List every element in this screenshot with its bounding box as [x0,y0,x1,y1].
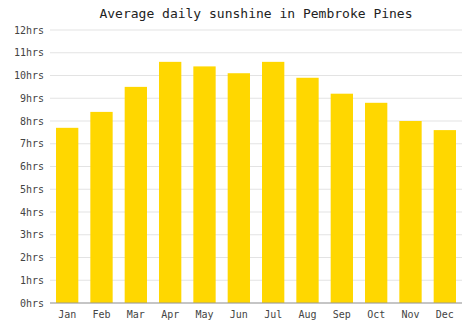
x-tick-label: Jan [58,309,76,320]
x-axis-line [50,303,462,304]
bar [331,94,353,303]
x-tick-label: Feb [92,309,110,320]
bar [125,87,147,303]
x-tick-label: Sep [333,309,351,320]
x-tick-label: Apr [161,309,179,320]
y-tick-label: 11hrs [14,47,44,58]
x-tick-label: Nov [401,309,419,320]
y-axis: 0hrs 1hrs 2hrs 3hrs 4hrs 5hrs 6hrs 7hrs 8hrs 9hrs… [14,25,44,309]
x-tick-label: Oct [367,309,385,320]
grid [50,30,462,303]
y-tick-label: 5hrs [20,184,44,195]
x-tick-label: Mar [127,309,145,320]
x-tick-label: Dec [436,309,454,320]
bar [90,112,112,303]
x-axis: Jan Feb Mar Apr May Jun Jul Aug Sep Oct Nov Dec [58,309,454,320]
x-tick-label: Jul [264,309,282,320]
grid-line [50,98,462,99]
y-tick-label: 12hrs [14,25,44,36]
bar [434,130,456,303]
y-tick-label: 7hrs [20,138,44,149]
y-tick-label: 1hrs [20,275,44,286]
grid-line [50,303,462,304]
bar [365,103,387,303]
y-tick-label: 10hrs [14,70,44,81]
grid-line [50,30,462,31]
grid-line [50,75,462,76]
y-tick-label: 8hrs [20,116,44,127]
bar [399,121,421,303]
y-tick-label: 3hrs [20,229,44,240]
y-tick-label: 9hrs [20,93,44,104]
bar [296,78,318,303]
y-tick-label: 4hrs [20,207,44,218]
bar [159,62,181,303]
bar [228,73,250,303]
x-tick-label: Jun [230,309,248,320]
y-tick-label: 6hrs [20,161,44,172]
y-tick-label: 2hrs [20,252,44,263]
chart: Average daily sunshine in Pembroke Pines… [0,0,474,331]
grid-line [50,52,462,53]
bar [193,66,215,303]
bars [56,62,456,303]
bar [262,62,284,303]
y-tick-label: 0hrs [20,298,44,309]
title: Average daily sunshine in Pembroke Pines [99,6,412,21]
x-tick-label: Aug [298,309,316,320]
x-tick-label: May [195,309,213,320]
bar [56,128,78,303]
